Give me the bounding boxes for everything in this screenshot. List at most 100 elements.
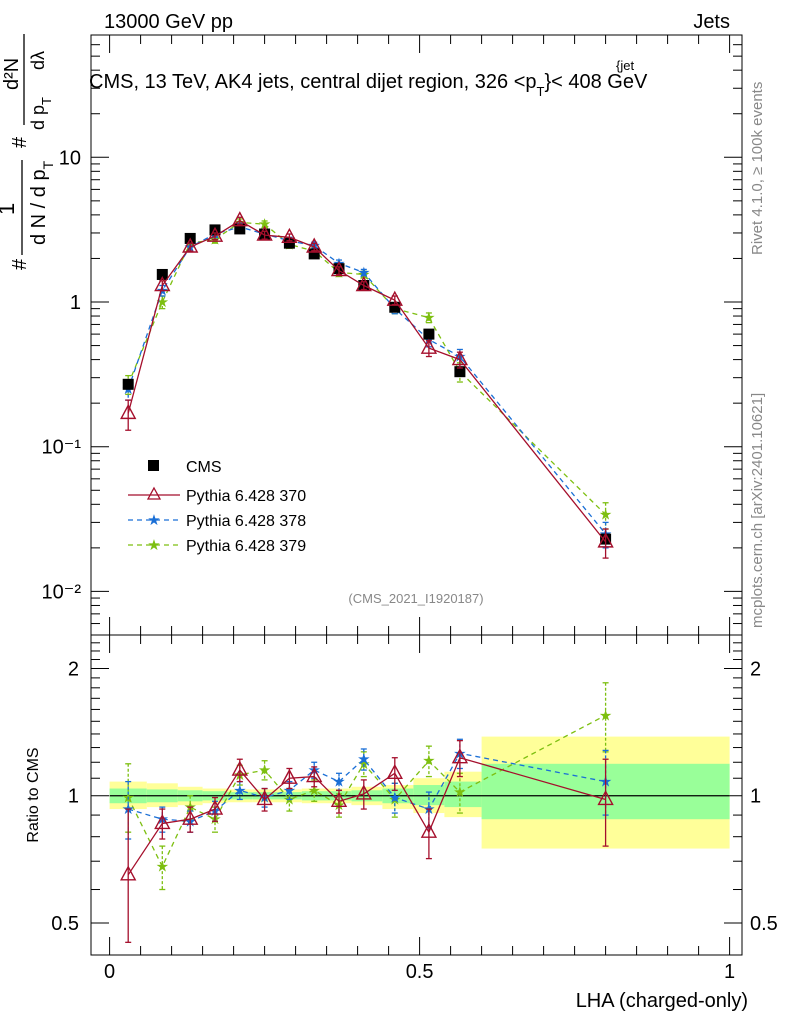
ylabel-hash-a: # xyxy=(9,258,31,270)
ratio-panel-marks: ★★★★★★★★★★★★★★★★★★★★★★★★★★★★ xyxy=(120,682,614,943)
ratio-ytick-label-right: 2 xyxy=(750,658,761,680)
top-series-370-point xyxy=(355,276,372,292)
top-series-370-point xyxy=(306,237,323,253)
ratio-series-379-line xyxy=(127,714,606,869)
ylabel-hash-b: # xyxy=(9,136,31,148)
ratio-series-370-point xyxy=(281,768,298,784)
legend-370-marker xyxy=(146,486,162,500)
plot-title: CMS, 13 TeV, AK4 jets, central dijet reg… xyxy=(89,71,648,99)
top-series-370-point xyxy=(154,276,171,292)
top-series-370-point xyxy=(386,290,403,306)
ratio-ytick-label-right: 1 xyxy=(750,786,761,808)
top-series-370-point xyxy=(451,350,469,366)
top-series-370-point xyxy=(256,225,273,241)
legend-370-label: Pythia 6.428 370 xyxy=(186,488,306,505)
xtick-label: 1 xyxy=(724,961,735,983)
ratio-series-370-point xyxy=(182,809,199,825)
ratio-series-370-point xyxy=(256,789,273,806)
ylabel-dn: d N / d pT xyxy=(28,160,56,245)
ylabel-dpt: d pT xyxy=(28,97,54,130)
top-series-370-point xyxy=(281,227,298,244)
analysis-watermark: (CMS_2021_I1920187) xyxy=(348,591,483,606)
cms-point xyxy=(209,224,221,236)
ratio-ytick-label: 1 xyxy=(68,786,79,808)
top-series-379-point: ★ xyxy=(422,310,435,327)
ratio-ytick-label: 2 xyxy=(68,658,79,680)
cms-point xyxy=(156,268,168,280)
top-ytick-label: 10⁻¹ xyxy=(42,437,82,459)
top-series-378-point: ★ xyxy=(357,264,370,281)
top-panel-marks: ★★★★★★★★★★★★★★★★★★★★★★★★★★★★ xyxy=(120,211,614,559)
ratio-series-370-point xyxy=(386,763,403,779)
cms-point xyxy=(423,328,435,340)
top-series-370-point xyxy=(597,532,614,548)
top-series-370-point xyxy=(206,226,224,242)
uncertainty-bands xyxy=(109,736,730,849)
ratio-series-370-point xyxy=(330,791,348,808)
top-series-370-point xyxy=(330,261,348,277)
legend-378-label: Pythia 6.428 378 xyxy=(186,513,306,530)
ratio-series-370-point xyxy=(451,748,469,764)
rivet-label: Rivet 4.1.0, ≥ 100k events xyxy=(749,82,766,255)
ratio-series-379-point: ★ xyxy=(422,753,435,770)
legend-cms-label: CMS xyxy=(186,459,222,476)
energy-label: 13000 GeV pp xyxy=(104,11,233,33)
top-ylabel: # 1 d N / d pT # d²N d pT dλ xyxy=(0,34,56,270)
ratio-series-370-point xyxy=(206,799,224,815)
ratio-series-378-point: ★ xyxy=(283,782,296,799)
ratio-ytick-label-right: 0.5 xyxy=(750,913,778,935)
cms-point xyxy=(283,237,295,249)
ratio-series-379-point: ★ xyxy=(156,859,169,876)
ratio-series-370-point xyxy=(154,813,171,830)
cms-point xyxy=(308,248,320,260)
ratio-ylabel: Ratio to CMS xyxy=(25,747,42,842)
ratio-series-370-point xyxy=(120,865,137,881)
axis-ticks: 10⁻² 10⁻¹ 1 10 0 0.5 1 0.5 0.5 1 1 2 2 xyxy=(42,34,778,983)
xtick-label: 0 xyxy=(104,961,115,983)
top-ytick-label: 10⁻² xyxy=(42,581,82,603)
ratio-series-378-point: ★ xyxy=(357,751,370,768)
band-inner xyxy=(444,781,482,808)
top-ytick-label: 10 xyxy=(59,147,81,169)
mcplots-label: mcplots.cern.ch [arXiv:2401.10621] xyxy=(749,393,766,628)
ratio-series-370-point xyxy=(306,767,323,783)
ylabel-d2n: d²N xyxy=(1,58,23,90)
ratio-series-379-point: ★ xyxy=(599,707,612,724)
ratio-series-378-point: ★ xyxy=(332,774,345,791)
cms-point xyxy=(122,378,134,390)
ylabel-dlambda: dλ xyxy=(28,51,48,70)
top-series-379-point: ★ xyxy=(599,507,612,524)
ratio-series-370-point xyxy=(420,822,438,838)
legend-cms-marker xyxy=(148,460,159,471)
top-series-378-line xyxy=(127,226,607,535)
ratio-series-379-point: ★ xyxy=(258,762,271,779)
ylabel-one: 1 xyxy=(0,203,19,215)
cms-point xyxy=(389,301,401,313)
process-label: Jets xyxy=(693,11,730,33)
top-series-370-point xyxy=(231,211,248,227)
top-series-370-point xyxy=(120,403,137,420)
top-series-370-point xyxy=(182,237,199,253)
legend-379-marker: ★ xyxy=(147,537,160,554)
top-series-379-line xyxy=(127,221,607,515)
ratio-series-378-line xyxy=(128,752,606,822)
plot-title-superscript: {jet xyxy=(616,58,634,73)
legend-379-label: Pythia 6.428 379 xyxy=(186,538,306,555)
legend: CMS Pythia 6.428 370 ★ Pythia 6.428 378 … xyxy=(128,459,306,555)
x-axis-label: LHA (charged-only) xyxy=(576,990,748,1012)
ratio-series-379-point: ★ xyxy=(307,782,320,799)
legend-378-marker: ★ xyxy=(147,512,160,529)
ratio-panel-frame xyxy=(90,634,743,956)
ratio-series-370-point xyxy=(231,760,248,776)
ratio-series-378-point: ★ xyxy=(388,790,401,807)
ratio-ytick-label: 0.5 xyxy=(51,913,79,935)
top-series-370-point xyxy=(420,338,438,354)
ratio-series-370-point xyxy=(597,789,614,806)
cms-point xyxy=(454,366,466,378)
ratio-series-370-point xyxy=(355,784,372,800)
ratio-series-379-point: ★ xyxy=(453,784,466,801)
cms-point xyxy=(234,223,246,235)
xtick-label: 0.5 xyxy=(406,961,434,983)
top-ytick-label: 1 xyxy=(70,292,81,314)
